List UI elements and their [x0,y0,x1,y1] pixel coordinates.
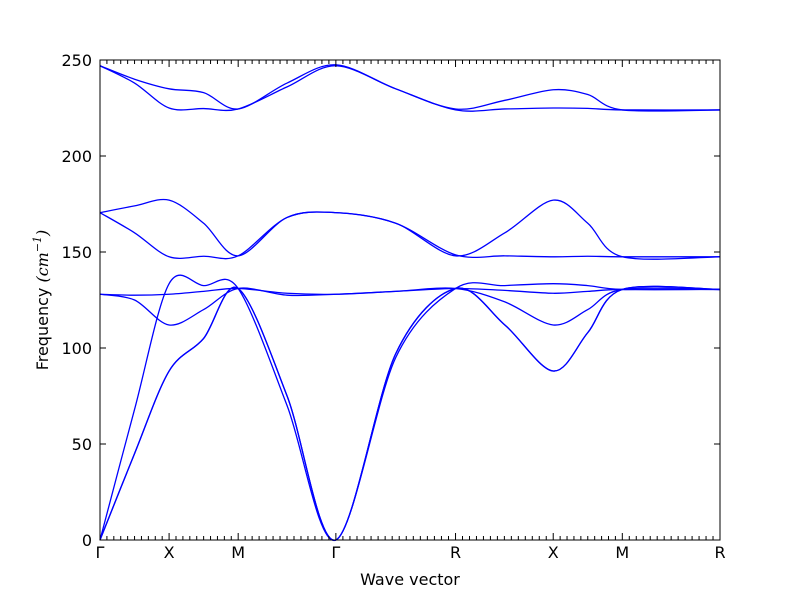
x-tick-label: Γ [331,543,340,562]
x-tick-label: R [450,543,461,562]
y-axis-label-close: ) [33,230,52,237]
x-tick-label: Γ [96,543,105,562]
x-axis-label: Wave vector [360,570,460,589]
y-tick-label: 250 [61,51,92,70]
y-axis-label-text: Frequency [33,288,52,371]
band-line-3 [99,211,721,260]
band-line-2 [99,64,721,112]
band-line-4 [99,198,721,260]
band-line-1 [99,65,721,112]
y-tick-label: 50 [72,435,92,454]
x-tick-label: X [548,543,559,562]
x-tick-label: M [615,543,629,562]
band-line-8 [99,285,721,541]
axis-ticks [99,59,721,541]
y-axis-label-unit: (cm [33,252,52,282]
y-axis-label: Frequency (cm−1) [31,230,52,371]
y-tick-label: 200 [61,147,92,166]
x-tick-label: M [231,543,245,562]
x-tick-label: X [164,543,175,562]
y-axis-label-exponent: −1 [31,236,44,252]
tick-labels: 0 50 100 150 200 250 Γ X M Γ R X M R [61,51,725,562]
y-tick-label: 100 [61,339,92,358]
band-line-6 [99,287,721,326]
band-line-9 [99,285,721,541]
band-line-7 [99,274,721,541]
y-tick-label: 0 [82,531,92,550]
x-tick-label: R [714,543,725,562]
y-tick-label: 150 [61,243,92,262]
band-lines [99,64,721,541]
plot-frame [99,59,721,541]
